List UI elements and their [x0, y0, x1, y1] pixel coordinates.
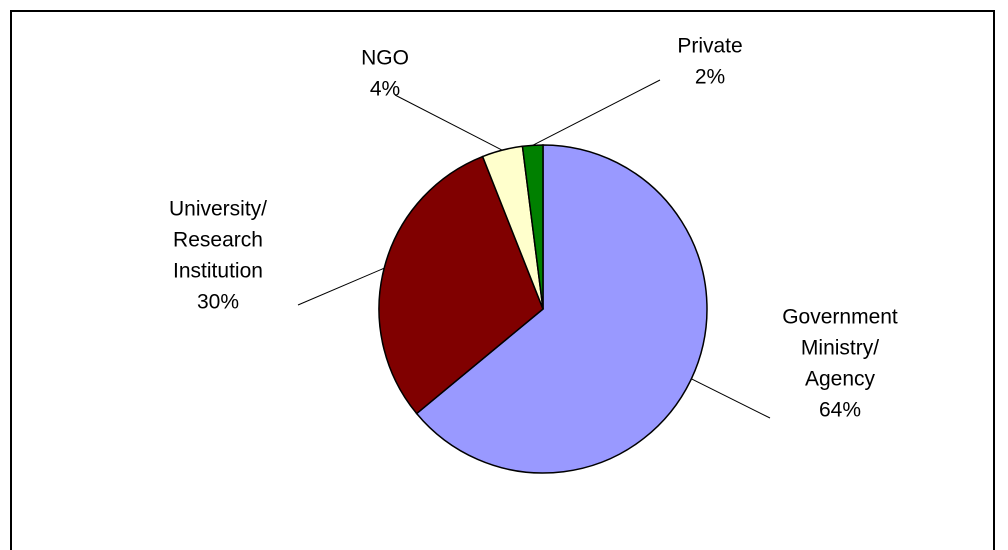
data-label-line: University/ [169, 198, 267, 221]
data-label-line: Research [173, 229, 263, 252]
data-label-line: 2% [695, 66, 725, 89]
data-label-3: NGO 4% [361, 47, 409, 101]
data-label-4: Private 2% [677, 35, 742, 89]
pie-slice-4 [521, 144, 544, 310]
leader-line-3 [394, 94, 503, 151]
data-label-line: 30% [197, 291, 239, 314]
data-label-line: 4% [370, 78, 400, 101]
data-label-1: Government Ministry/Agency 64% [782, 306, 898, 422]
leader-line-2 [297, 267, 385, 306]
data-label-line: Ministry/ [801, 337, 879, 360]
data-label-line: Government [782, 306, 898, 329]
data-label-line: Institution [173, 260, 263, 283]
data-label-line: NGO [361, 47, 409, 70]
chart-area [10, 10, 995, 550]
leader-line-1 [691, 378, 771, 419]
pie-slice-2 [378, 155, 544, 415]
data-label-2: University/Research Institution 30% [169, 198, 267, 314]
pie-slice-1 [415, 144, 708, 474]
data-label-line: Private [677, 35, 742, 58]
data-label-line: 64% [819, 399, 861, 422]
leader-line-4 [532, 79, 661, 146]
data-label-line: Agency [805, 368, 876, 391]
